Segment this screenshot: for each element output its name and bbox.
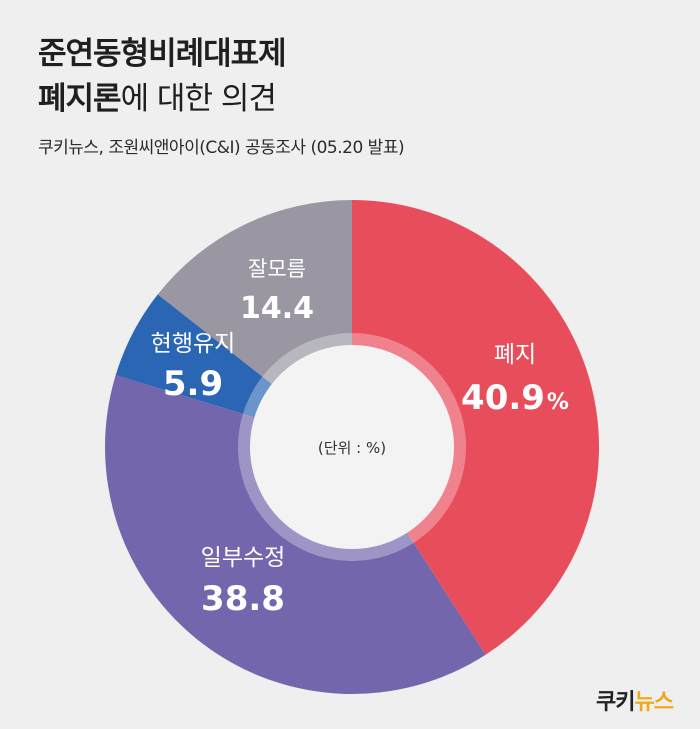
logo-part-2: 뉴스 — [634, 690, 673, 715]
slice-name-label: 일부수정 — [201, 545, 286, 571]
slice-name-label: 현행유지 — [151, 331, 236, 357]
slice-value-label: 14.4 — [240, 291, 314, 326]
donut-slices — [104, 200, 599, 694]
title-line-1: 준연동형비례대표제 — [38, 36, 287, 72]
donut-hole — [250, 345, 454, 549]
slice-name-label: 잘모름 — [248, 257, 306, 281]
logo-part-1: 쿠키 — [596, 690, 635, 715]
chart-title: 준연동형비례대표제 폐지론에 대한 의견 — [38, 32, 287, 122]
slice-1 — [352, 200, 599, 655]
chart-subtitle: 쿠키뉴스, 조원씨앤아이(C&I) 공동조사 (05.20 발표) — [38, 138, 405, 158]
slice-name-label: 폐지 — [494, 342, 536, 368]
brand-logo: 쿠키뉴스 — [596, 684, 674, 716]
center-unit-label: (단위 : %) — [318, 439, 386, 457]
slice-2 — [104, 375, 486, 694]
title-line-2-strong: 폐지론 — [38, 81, 122, 117]
title-line-2: 폐지론에 대한 의견 — [38, 77, 286, 122]
slice-value-label: 5.9 — [163, 364, 223, 404]
title-line-2-rest: 에 대한 의견 — [120, 81, 277, 117]
slice-value-label: 38.8 — [201, 579, 285, 619]
